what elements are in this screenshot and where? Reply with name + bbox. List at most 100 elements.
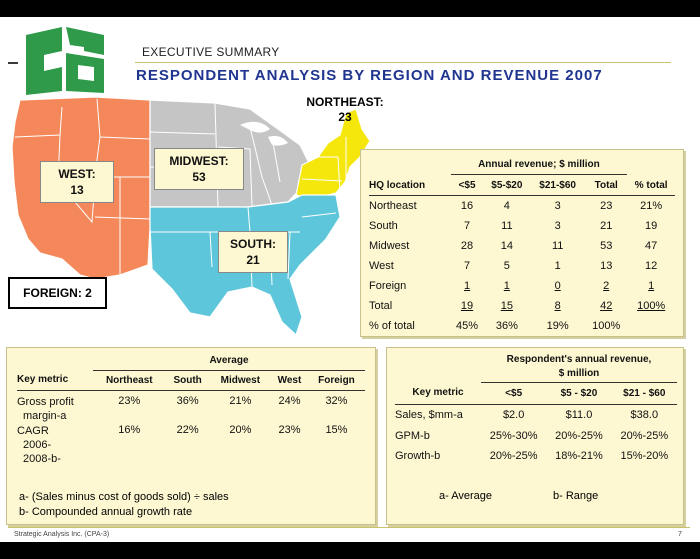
table-cell: 8 [554,300,561,312]
table-cell: 23% [278,424,301,436]
table-cell: West [369,260,394,272]
callout-south: SOUTH: 21 [218,231,288,273]
table-cell: 20% [229,424,252,436]
table-cell: 45% [456,320,479,332]
respondent-group-header-1: Respondent's annual revenue, [506,353,652,365]
respondent-note-a: a- Average [439,490,493,502]
average-metric-gpm: Gross profit [17,395,74,408]
revenue-col-total: Total [594,179,618,191]
table-row: Midwest 28 14 11 53 47 [369,236,675,256]
average-table-box: Average Key metric Northeast South Midwe… [6,347,376,525]
table-cell: 0 [554,280,561,292]
average-table: Average Key metric Northeast South Midwe… [17,352,365,474]
revenue-table: Annual revenue; $ million HQ location <$… [369,156,675,336]
table-cell: 36% [176,394,199,407]
average-footnote-b: b- Compounded annual growth rate [19,506,193,518]
average-col-west: West [277,374,302,386]
table-cell: 28 [460,240,474,252]
table-cell: Growth-b [395,450,441,462]
callout-foreign: FOREIGN: 2 [8,277,107,309]
table-cell: 4 [503,200,510,212]
table-cell: Midwest [369,240,410,252]
footer-source: Strategic Analysis Inc. (CPA-3) [14,531,110,538]
revenue-col-location: HQ location [369,179,426,191]
average-col-foreign: Foreign [318,374,355,386]
revenue-header-rule [369,195,675,196]
table-row: Total 19 15 8 42 100% [369,296,675,316]
respondent-col-21-60: $21 - $60 [623,387,666,399]
table-cell: 11 [501,220,513,232]
table-cell: 47 [645,240,658,252]
company-logo-icon [26,27,104,95]
table-cell: 7 [463,260,471,272]
header-rule [135,62,671,63]
table-cell: 53 [600,240,613,252]
average-header-row: Key metric Northeast South Midwest West … [17,370,365,390]
table-cell: 23 [600,200,613,212]
callout-west-count: 13 [70,183,84,197]
table-cell: 1 [503,280,510,292]
respondent-group-header-2: $ million [558,367,600,379]
table-row: Foreign 1 1 0 2 1 [369,276,675,296]
revenue-col-lt5: <$5 [458,179,476,191]
table-cell: 100% [637,300,666,312]
header-subtitle: EXECUTIVE SUMMARY [142,45,280,59]
average-metric-cagr: CAGR [17,425,49,437]
table-cell: Northeast [369,200,417,212]
table-cell: 1 [463,280,471,292]
table-cell: 24% [278,394,301,407]
revenue-col-21-60: $21-$60 [539,179,576,191]
table-cell: 13 [600,260,613,272]
callout-midwest-count: 53 [192,170,206,184]
table-row: Northeast 16 4 3 23 21% [369,196,675,216]
average-metric-cagr-2: 2006- [23,439,52,451]
table-cell: $38.0 [630,409,659,422]
table-cell: 2 [603,280,610,292]
table-cell: 1 [648,280,655,292]
table-cell: 16% [118,424,141,436]
table-cell: $2.0 [502,409,525,422]
table-cell: 3 [554,200,561,212]
table-cell: 19 [645,220,658,232]
table-cell: 12 [645,260,658,272]
callout-south-name: SOUTH: [230,237,276,251]
table-row: CAGR 2006- 2008-b- 16% 22% 20% 23% 15% [17,424,365,474]
table-cell: 21% [229,394,252,407]
header-dash [8,62,18,64]
average-group-header: Average [93,352,365,371]
table-cell: 15 [500,300,513,312]
respondent-table-box: Respondent's annual revenue, $ million K… [386,347,684,525]
callout-midwest: MIDWEST: 53 [154,148,244,190]
table-cell: 14 [500,240,513,252]
table-cell: 15% [325,424,348,436]
table-cell: 18%-21% [555,450,603,462]
table-row: Gross profit margin-a 23% 36% 21% 24% 32… [17,390,365,424]
table-cell: 23% [118,394,141,407]
page-title: RESPONDENT ANALYSIS BY REGION AND REVENU… [136,67,603,84]
table-cell: 36% [495,320,518,332]
table-cell: 3 [554,220,561,232]
respondent-col-lt5: <$5 [505,387,523,399]
respondent-col-metric: Key metric [412,387,464,399]
table-cell: 19 [460,300,474,312]
table-cell: 16 [460,200,474,212]
respondent-header-row: Key metric <$5 $5 - $20 $21 - $60 [395,382,677,404]
callout-west-name: WEST: [58,167,96,181]
table-cell: 21% [640,200,663,212]
table-cell: 20%-25% [489,450,538,462]
table-cell: 42 [600,300,613,312]
average-footnote-a: a- (Sales minus cost of goods sold) ÷ sa… [19,491,229,503]
table-cell: 20%-25% [555,430,603,442]
table-cell: 11 [551,240,564,252]
revenue-col-pct: % total [634,179,668,191]
respondent-col-5-20: $5 - $20 [560,387,598,399]
table-cell: GPM-b [395,430,430,442]
table-cell: Total [369,300,393,312]
table-row: % of total 45% 36% 19% 100% [369,316,675,336]
page-number: 7 [678,531,682,538]
table-cell: 32% [325,394,348,407]
table-cell: % of total [369,320,415,332]
revenue-col-5-20: $5-$20 [491,179,523,191]
average-col-metric: Key metric [17,374,69,386]
table-cell: $11.0 [565,409,593,422]
